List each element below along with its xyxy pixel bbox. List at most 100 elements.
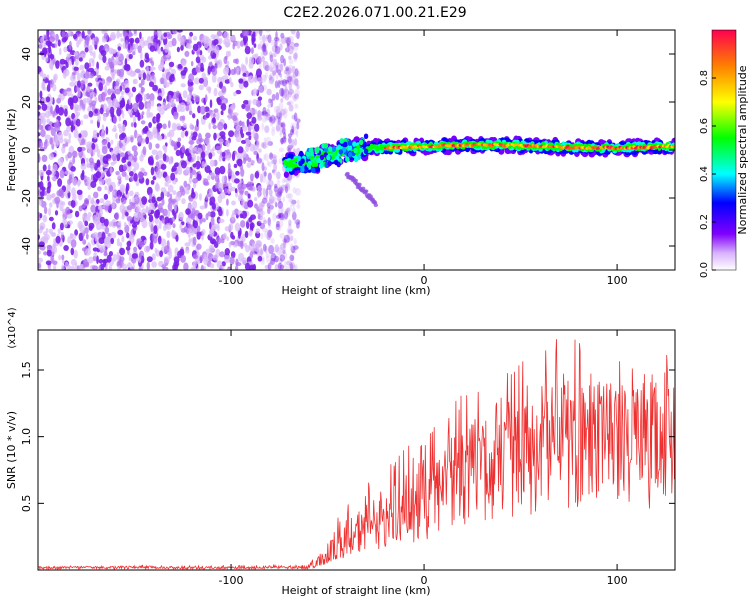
noise-speck [285,186,288,194]
noise-speck [55,33,59,42]
noise-speck [262,49,268,56]
noise-speck [232,115,238,122]
noise-speck [275,74,279,80]
noise-speck [277,117,281,126]
noise-speck [235,134,242,143]
noise-speck [91,265,99,270]
noise-speck [278,158,283,165]
noise-speck [257,43,262,50]
noise-speck [112,98,118,107]
noise-speck [285,39,291,45]
core-blob [566,144,570,148]
noise-speck [38,132,41,137]
noise-speck [38,119,43,124]
noise-speck [167,184,174,193]
noise-speck [107,88,112,96]
noise-speck [248,75,255,84]
noise-speck [262,34,266,44]
noise-speck [261,162,265,172]
noise-speck [103,252,108,257]
noise-speck [273,163,277,172]
noise-speck [133,162,140,171]
noise-speck [279,130,283,138]
noise-speck [261,122,265,131]
noise-speck [175,123,182,131]
noise-speck [45,110,51,119]
noise-speck [268,100,272,108]
noise-speck [114,212,120,221]
noise-speck [280,139,287,144]
noise-speck [272,169,277,176]
noise-speck [87,67,95,73]
noise-speck [42,117,46,126]
noise-speck [288,175,292,184]
noise-speck [102,113,107,122]
noise-speck [146,130,152,138]
noise-speck [162,123,167,130]
noise-speck [51,175,57,181]
noise-speck [240,63,245,71]
noise-speck [261,175,267,183]
noise-speck [219,191,226,199]
noise-speck [50,62,54,71]
noise-speck [114,61,119,66]
noise-speck [45,96,51,103]
noise-speck [128,155,133,163]
noise-speck [143,171,148,176]
noise-speck [262,45,267,54]
noise-speck [107,141,111,149]
noise-speck [192,163,197,168]
noise-speck [131,253,138,259]
noise-speck [264,125,270,133]
noise-speck [168,156,174,165]
noise-speck [296,199,300,205]
noise-speck [104,266,108,270]
noise-speck [215,111,220,121]
noise-speck [283,132,287,140]
noise-speck [288,219,292,226]
noise-speck [59,202,64,212]
noise-speck [141,87,146,93]
noise-speck [214,57,218,64]
noise-speck [99,107,104,115]
noise-speck [252,144,259,151]
noise-speck [108,99,112,108]
noise-speck [86,216,91,221]
noise-speck [251,30,258,33]
noise-speck [214,64,218,70]
noise-speck [176,46,180,53]
noise-speck [71,58,75,66]
noise-speck [70,199,76,208]
noise-speck [221,175,225,184]
noise-speck [267,262,272,270]
noise-speck [257,213,261,220]
noise-speck [125,211,129,217]
noise-speck [121,145,126,152]
noise-speck [255,240,262,245]
noise-speck [278,102,284,111]
noise-speck [203,181,210,186]
noise-speck [171,139,174,147]
colorbar-gradient [711,29,737,271]
noise-speck [255,68,262,78]
noise-speck [287,64,294,70]
noise-speck [69,40,72,50]
noise-speck [203,80,208,88]
noise-speck [274,80,279,89]
noise-speck [251,37,256,42]
noise-speck [276,191,282,198]
figure-title: C2E2.2026.071.00.21.E29 [283,5,466,21]
noise-speck [240,220,246,228]
noise-speck [149,93,155,102]
noise-speck [200,264,205,270]
noise-speck [258,148,262,153]
noise-speck [104,84,107,93]
noise-speck [294,78,299,86]
noise-speck [265,188,269,197]
noise-speck [116,251,120,261]
onset-blob [316,157,321,164]
colorbar-tick-label: 0.4 [699,166,710,182]
noise-speck [118,116,122,122]
noise-speck [280,98,284,103]
noise-speck [69,81,75,87]
